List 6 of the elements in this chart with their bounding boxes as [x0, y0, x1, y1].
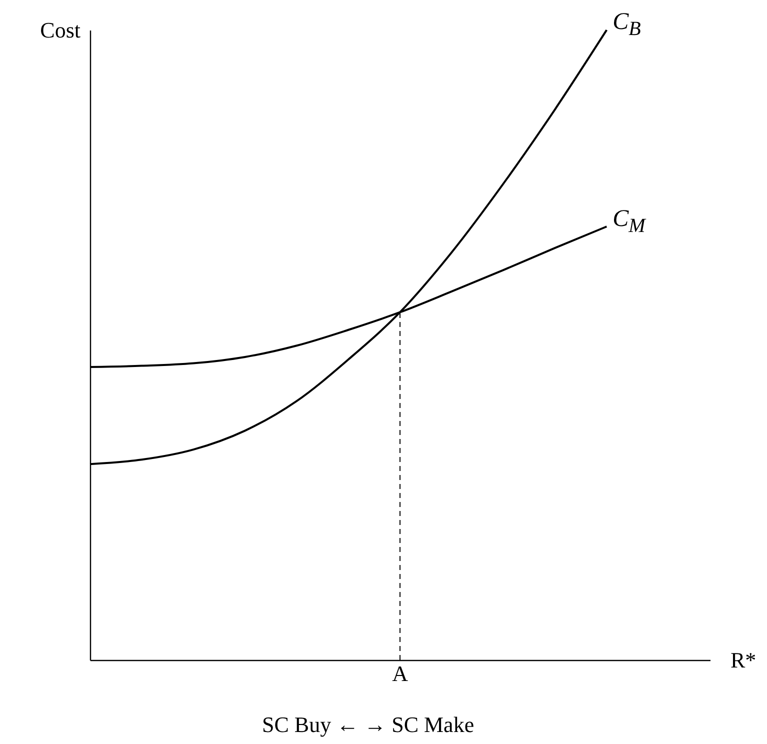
series-label: C$_{M}$: [612, 206, 646, 236]
text: A: [392, 661, 408, 686]
text: SC Buy ← → SC Make: [262, 712, 476, 738]
x-axis-title: R*: [730, 648, 756, 672]
series-label: C$_{B}$: [612, 9, 641, 40]
y-axis-title: Cost: [40, 18, 80, 42]
